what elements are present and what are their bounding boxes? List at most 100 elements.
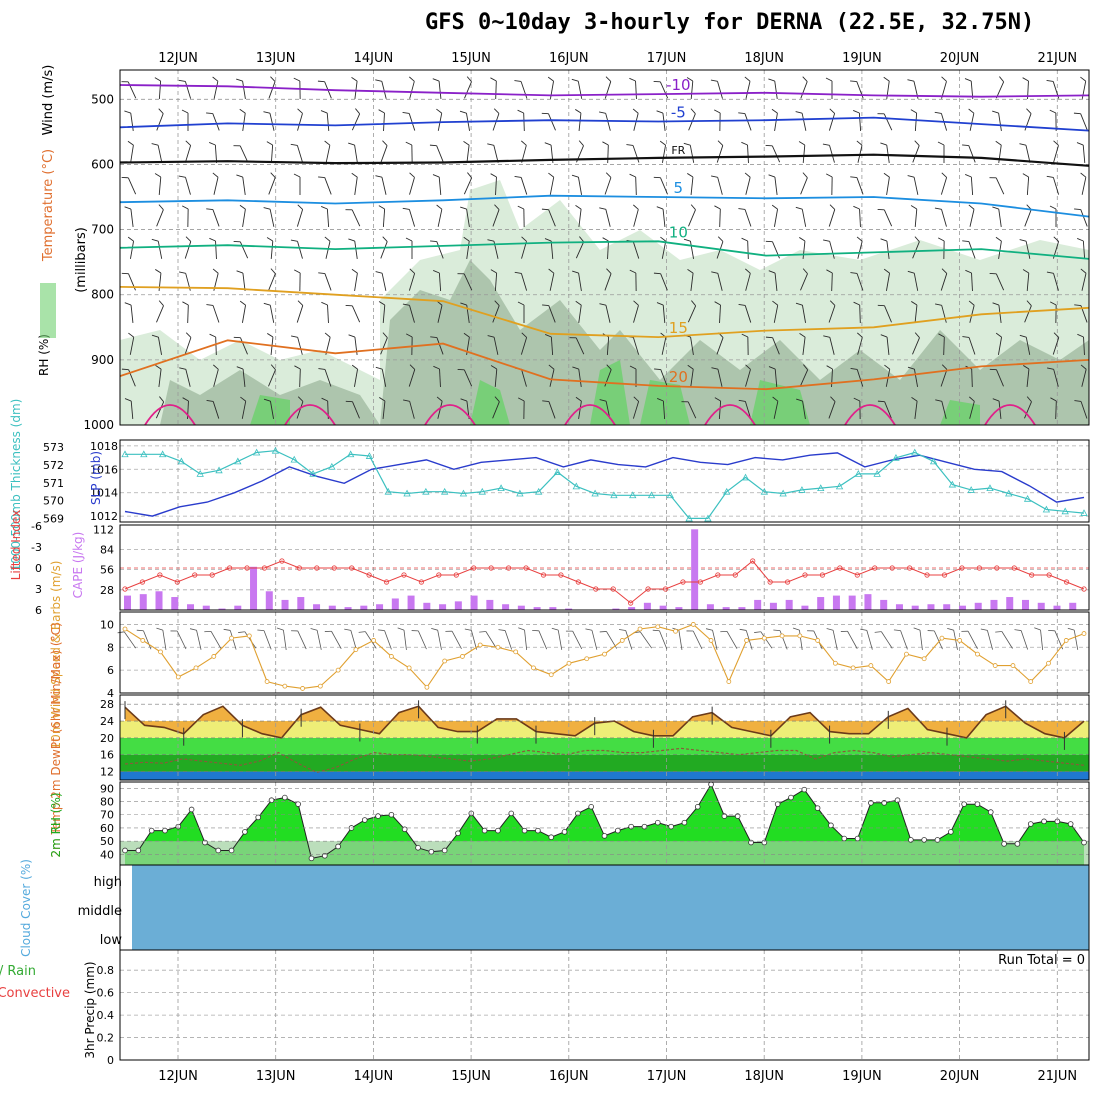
lifted-index-point: [837, 565, 843, 571]
wind-barb-shaft: [913, 273, 919, 291]
wind-barb-flag: [206, 208, 213, 210]
wind-barb-shaft: [914, 112, 918, 132]
wind-barb-flag: [914, 140, 920, 146]
wind10m-barb-shaft: [403, 630, 407, 650]
cape-bar: [1069, 602, 1077, 610]
lifted-index-point: [314, 565, 320, 571]
wind-barb: [826, 173, 833, 196]
wind-barb-flag: [826, 173, 833, 178]
date-label-top: 16JUN: [549, 51, 589, 66]
wind-barb-flag: [542, 304, 549, 307]
wind-barb-flag: [795, 302, 803, 306]
wind10m-barb-flag: [551, 627, 559, 631]
wind-barb: [436, 204, 443, 227]
wind-barb-flag: [765, 240, 773, 243]
wind-barb: [212, 76, 219, 99]
wind-barb-flag: [293, 173, 301, 178]
wind-barb: [850, 272, 864, 291]
wind-barb-flag: [829, 300, 836, 306]
wind-barb-flag: [270, 364, 276, 371]
cape-bar: [297, 597, 305, 610]
wind-barb-flag: [463, 140, 470, 146]
wind-barb: [1073, 112, 1088, 131]
date-label-top: 14JUN: [354, 51, 394, 66]
wind10m-barb-shaft: [283, 630, 287, 650]
wind-barb: [518, 397, 525, 420]
wind-barb-flag: [121, 368, 129, 371]
wind-barb: [599, 207, 611, 227]
precip-tick-label: 0.8: [97, 964, 115, 977]
wind-barb-flag: [517, 109, 524, 114]
wind-barb-shaft: [130, 400, 134, 420]
thickness-point: [666, 491, 674, 499]
wind-barb: [318, 272, 332, 291]
cape-bar: [691, 529, 699, 610]
wind-barb: [856, 140, 863, 163]
wind-barb: [236, 78, 246, 99]
wind-barb: [378, 109, 385, 132]
wind-barb: [989, 273, 1005, 291]
wind-barb-shaft: [940, 369, 948, 387]
wind-barb: [490, 173, 497, 196]
wind-barb-shaft: [351, 209, 361, 227]
lifted-index-point: [802, 572, 808, 578]
wind10m-barb-flag: [189, 628, 197, 631]
wind-barb-flag: [1053, 332, 1060, 338]
wind-barb: [575, 300, 582, 323]
wind10m-barb-flag: [874, 631, 882, 633]
wind10m-point: [655, 624, 661, 630]
wind-barb: [738, 303, 752, 323]
wind-barb: [602, 141, 609, 164]
thickness-point: [140, 450, 148, 458]
thickness-point: [798, 486, 806, 493]
wind10m-barb: [170, 630, 187, 650]
wind-barb-shaft: [130, 305, 134, 323]
temp-dew-axis-label: 2m Temp 2m DewPt (6hr Min/Max) (°C): [49, 622, 63, 857]
thickness-line: [125, 450, 1085, 520]
date-label-top: 15JUN: [451, 51, 491, 66]
wind-barb: [409, 172, 415, 195]
rh2m-point: [401, 826, 408, 833]
wind-barb-shaft: [463, 177, 473, 195]
wind10m-point: [495, 644, 501, 650]
cape-bar: [990, 599, 998, 610]
wind-barb-flag: [1046, 271, 1054, 274]
wind-barb: [880, 142, 890, 163]
wind-barb-shaft: [269, 209, 275, 227]
wind10m-barb: [276, 627, 287, 650]
wind-barb: [745, 364, 751, 387]
wind10m-barb: [377, 629, 392, 650]
thickness-point: [234, 457, 242, 465]
rh2m-point: [455, 830, 461, 837]
temperature-contour-25: [284, 404, 336, 426]
wind-barb: [351, 172, 358, 195]
wind-barb: [179, 367, 191, 387]
thickness-point: [271, 446, 280, 454]
wind-barb-flag: [375, 271, 383, 274]
wind-barb: [296, 204, 304, 227]
wind-barb-flag: [457, 273, 465, 275]
wind-barb: [799, 332, 806, 355]
chart-title: GFS 0~10day 3-hourly for DERNA (22.5E, 3…: [425, 10, 1035, 35]
wind-barb: [291, 335, 303, 355]
lifted-index-point: [819, 572, 826, 578]
wind-barb: [436, 108, 443, 131]
wind-barb-shaft: [239, 145, 249, 163]
thickness-point: [854, 470, 863, 477]
temperature-contour: [119, 286, 1090, 339]
cape-bar: [769, 602, 777, 610]
wind10m-barb: [551, 627, 563, 650]
wind-barb: [877, 113, 893, 131]
date-label-bottom: 12JUN: [158, 1069, 198, 1084]
wind-barb: [464, 76, 472, 99]
temperature-contour-25: [984, 404, 1036, 426]
wind10m-barb-flag: [705, 628, 713, 631]
wind-barb: [548, 172, 555, 195]
cape-bar: [486, 599, 494, 610]
wind-barb: [795, 302, 807, 323]
lifted-index-point: [227, 565, 233, 571]
wind-barb: [877, 304, 892, 323]
lifted-index-point: [505, 565, 512, 571]
wind-barb: [240, 396, 247, 419]
wind10m-barb-shaft: [384, 630, 392, 650]
